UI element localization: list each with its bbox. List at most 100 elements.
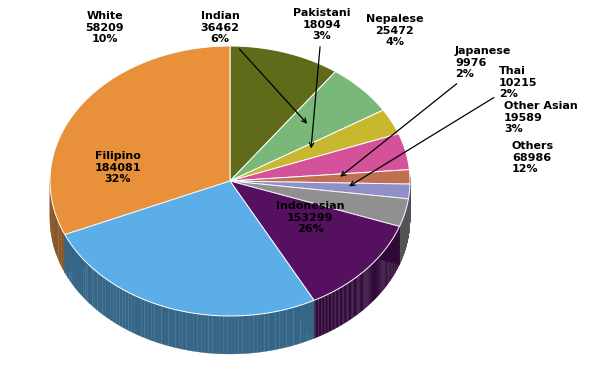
Polygon shape [65, 181, 230, 273]
Text: Pakistani
18094
3%: Pakistani 18094 3% [293, 8, 351, 147]
Polygon shape [231, 316, 235, 354]
Polygon shape [379, 256, 380, 295]
Polygon shape [138, 297, 141, 337]
Polygon shape [323, 296, 324, 335]
Polygon shape [169, 308, 172, 347]
Polygon shape [179, 310, 183, 349]
Polygon shape [381, 252, 383, 292]
Polygon shape [108, 280, 111, 320]
Polygon shape [63, 232, 65, 273]
Polygon shape [73, 247, 75, 288]
Polygon shape [349, 282, 350, 320]
Polygon shape [119, 288, 122, 327]
Polygon shape [369, 266, 370, 305]
Polygon shape [394, 236, 395, 275]
Polygon shape [57, 219, 58, 260]
Polygon shape [327, 294, 328, 333]
Text: Indian
36462
6%: Indian 36462 6% [200, 11, 306, 123]
Polygon shape [151, 302, 154, 342]
Polygon shape [135, 296, 138, 335]
Polygon shape [230, 181, 399, 300]
Polygon shape [393, 237, 394, 276]
Polygon shape [377, 258, 378, 297]
Polygon shape [375, 260, 376, 299]
Polygon shape [318, 298, 320, 337]
Polygon shape [172, 309, 176, 348]
Polygon shape [346, 283, 347, 322]
Polygon shape [97, 272, 100, 312]
Polygon shape [148, 301, 151, 340]
Polygon shape [238, 316, 243, 354]
Polygon shape [230, 169, 410, 184]
Polygon shape [347, 283, 349, 321]
Polygon shape [235, 316, 238, 354]
Text: White
58209
10%: White 58209 10% [86, 11, 125, 44]
Polygon shape [321, 296, 323, 335]
Polygon shape [250, 315, 253, 353]
Polygon shape [308, 302, 311, 341]
Polygon shape [53, 206, 54, 247]
Polygon shape [165, 307, 169, 346]
Polygon shape [344, 285, 345, 324]
Polygon shape [265, 313, 268, 352]
Polygon shape [315, 299, 317, 338]
Polygon shape [85, 261, 88, 301]
Polygon shape [176, 310, 179, 349]
Polygon shape [261, 313, 265, 352]
Polygon shape [304, 303, 308, 342]
Polygon shape [212, 315, 216, 354]
Polygon shape [341, 286, 342, 325]
Polygon shape [350, 281, 351, 320]
Polygon shape [336, 290, 337, 328]
Polygon shape [272, 312, 275, 350]
Polygon shape [384, 249, 385, 288]
Polygon shape [68, 240, 70, 280]
Polygon shape [268, 312, 272, 351]
Polygon shape [90, 266, 92, 306]
Polygon shape [391, 240, 392, 279]
Polygon shape [116, 286, 119, 325]
Polygon shape [358, 276, 359, 314]
Polygon shape [243, 315, 246, 354]
Text: Others
68986
12%: Others 68986 12% [512, 141, 554, 174]
Polygon shape [246, 315, 250, 354]
Polygon shape [54, 209, 55, 250]
Polygon shape [114, 284, 116, 324]
Polygon shape [65, 181, 230, 273]
Polygon shape [311, 300, 314, 340]
Polygon shape [370, 265, 371, 304]
Polygon shape [383, 251, 384, 290]
Polygon shape [287, 308, 290, 347]
Polygon shape [201, 314, 205, 353]
Polygon shape [187, 312, 190, 350]
Polygon shape [352, 279, 354, 318]
Polygon shape [230, 181, 408, 227]
Polygon shape [58, 222, 60, 263]
Polygon shape [230, 181, 399, 264]
Polygon shape [230, 181, 410, 199]
Polygon shape [337, 289, 339, 328]
Polygon shape [227, 316, 231, 354]
Polygon shape [354, 278, 355, 317]
Polygon shape [356, 276, 358, 315]
Polygon shape [129, 293, 132, 332]
Polygon shape [361, 273, 362, 312]
Polygon shape [230, 181, 314, 339]
Polygon shape [317, 298, 318, 337]
Polygon shape [257, 314, 261, 352]
Polygon shape [55, 212, 56, 254]
Polygon shape [371, 264, 372, 303]
Polygon shape [230, 181, 408, 237]
Polygon shape [364, 270, 365, 309]
Polygon shape [390, 242, 391, 281]
Polygon shape [330, 293, 331, 331]
Polygon shape [230, 46, 336, 181]
Polygon shape [320, 297, 321, 336]
Polygon shape [280, 310, 283, 349]
Polygon shape [373, 262, 374, 301]
Polygon shape [230, 110, 399, 181]
Polygon shape [392, 238, 393, 277]
Polygon shape [376, 259, 377, 298]
Polygon shape [314, 300, 315, 339]
Polygon shape [125, 291, 129, 330]
